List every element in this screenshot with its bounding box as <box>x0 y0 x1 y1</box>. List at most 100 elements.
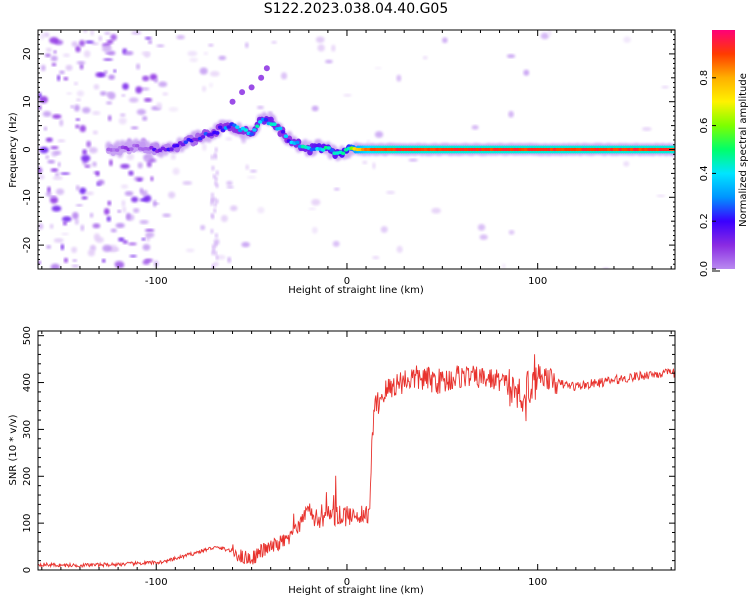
heatmap-noise-cell <box>362 160 368 165</box>
heatmap-noise-cell <box>75 204 83 207</box>
snr-y-tick-label: 0 <box>22 567 33 573</box>
heatmap-noise-cell <box>60 172 71 175</box>
heatmap-x-axis-label: Height of straight line (km) <box>288 285 424 296</box>
heatmap-noise-cell <box>71 246 78 253</box>
heatmap-noise-cell <box>139 187 144 194</box>
heatmap-ridge-core <box>209 132 214 137</box>
heatmap-noise-cell <box>72 259 77 262</box>
heatmap-noise-cell <box>396 74 402 82</box>
snr-y-tick-label: 300 <box>22 420 33 439</box>
heatmap-noise-cell <box>256 105 264 110</box>
heatmap-noise-cell <box>126 153 135 161</box>
heatmap-noise-cell <box>103 58 113 61</box>
colorbar-label: Normalized spectral amplitude <box>738 73 749 227</box>
heatmap-ridge-layer <box>105 65 675 162</box>
heatmap-noise-cell <box>214 242 218 248</box>
heatmap-noise-cell <box>374 131 384 138</box>
heatmap-noise-cell <box>101 258 106 263</box>
heatmap-noise-cell <box>246 175 257 179</box>
heatmap-noise-cell <box>241 241 250 248</box>
heatmap-noise-cell <box>89 212 94 218</box>
heatmap-noise-cell <box>128 97 139 103</box>
heatmap-noise-cell <box>121 199 126 207</box>
page-title: S122.2023.038.04.40.G05 <box>263 1 449 17</box>
heatmap-noise-cell <box>249 169 257 173</box>
heatmap-noise-cell <box>201 85 207 92</box>
heatmap-noise-cell <box>137 162 143 169</box>
heatmap-noise-cell <box>50 146 59 150</box>
snr-x-tick-label: -100 <box>145 577 168 588</box>
heatmap-noise-cell <box>374 66 382 70</box>
heatmap-noise-cell <box>210 213 214 219</box>
heatmap-noise-cell <box>63 77 69 81</box>
heatmap-noise-cell <box>210 192 214 198</box>
heatmap-noise-cell <box>148 40 152 44</box>
heatmap-noise-cell <box>122 240 128 244</box>
heatmap-noise-cell <box>50 263 60 269</box>
heatmap-noise-cell <box>57 74 61 82</box>
heatmap-noise-cell <box>66 92 72 95</box>
heatmap-noise-cell <box>210 154 214 160</box>
heatmap-noise-cell <box>508 229 515 235</box>
heatmap-noise-cell <box>109 159 113 167</box>
heatmap-noise-cell <box>139 219 149 225</box>
heatmap-noise-cell <box>92 223 101 229</box>
heatmap-noise-cell <box>79 125 87 133</box>
heatmap-noise-cell <box>168 191 176 199</box>
heatmap-noise-cell <box>122 82 129 90</box>
heatmap-noise-cell <box>79 63 84 70</box>
heatmap-noise-cell <box>213 197 217 203</box>
colorbar: 0.0 0.2 0.4 0.6 0.8 Normalized spectral ampl… <box>699 30 749 277</box>
heatmap-ridge-core <box>226 125 231 129</box>
heatmap-noise-cell <box>101 45 112 53</box>
heatmap-noise-cell <box>154 78 158 83</box>
heatmap-noise-cell <box>98 36 103 42</box>
snr-y-tick-label: 500 <box>22 326 33 345</box>
heatmap-noise-cell <box>79 39 85 47</box>
heatmap-noise-cell <box>148 158 157 163</box>
heatmap-noise-cell <box>203 51 209 55</box>
heatmap-noise-cell <box>135 86 143 94</box>
heatmap-noise-cell <box>75 118 81 121</box>
heatmap-noise-cell <box>143 97 153 103</box>
colorbar-tick-label: 0.8 <box>699 70 710 86</box>
heatmap-noise-cell <box>107 91 116 100</box>
heatmap-noise-cell <box>162 213 171 218</box>
snr-y-tick-label: 200 <box>22 467 33 486</box>
heatmap-noise-cell <box>122 206 127 213</box>
heatmap-noise-cell <box>118 237 125 242</box>
heatmap-noise-cell <box>380 226 388 233</box>
heatmap-noise-cell <box>211 165 215 171</box>
heatmap-noise-cell <box>208 43 214 47</box>
heatmap-noise-cell <box>51 205 62 212</box>
heatmap-noise-cell <box>74 218 79 225</box>
heatmap-noise-cell <box>43 32 50 38</box>
heatmap-secondary-ridge-cell <box>263 65 270 72</box>
heatmap-noise-cell <box>422 56 428 60</box>
heatmap-noise-cell <box>372 255 380 260</box>
heatmap-noise-cell <box>133 208 140 213</box>
heatmap-noise-cell <box>121 94 126 97</box>
heatmap-noise-cell <box>185 248 195 253</box>
heatmap-noise-cell <box>55 172 60 177</box>
heatmap-ridge-core <box>257 120 263 124</box>
heatmap-noise-cell <box>107 115 112 122</box>
heatmap-noise-cell <box>92 110 101 116</box>
heatmap-noise-cell <box>65 64 73 71</box>
heatmap-noise-cell <box>156 44 165 48</box>
heatmap-noise-cell <box>502 263 506 269</box>
heatmap-noise-cell <box>46 245 52 249</box>
heatmap-noise-cell <box>81 196 88 200</box>
heatmap-x-tick-label: -100 <box>145 276 168 287</box>
heatmap-noise-cell <box>661 85 669 89</box>
heatmap-ridge-core <box>243 128 249 132</box>
heatmap-noise-cell <box>70 105 74 109</box>
heatmap-noise-cell <box>280 72 288 80</box>
heatmap-noise-cell <box>343 93 352 97</box>
heatmap-noise-cell <box>108 74 115 80</box>
snr-series-line <box>38 354 675 569</box>
heatmap-ridge-core <box>340 151 346 156</box>
colorbar-tick-label: 0.4 <box>699 165 710 181</box>
heatmap-noise-cell <box>75 124 80 129</box>
